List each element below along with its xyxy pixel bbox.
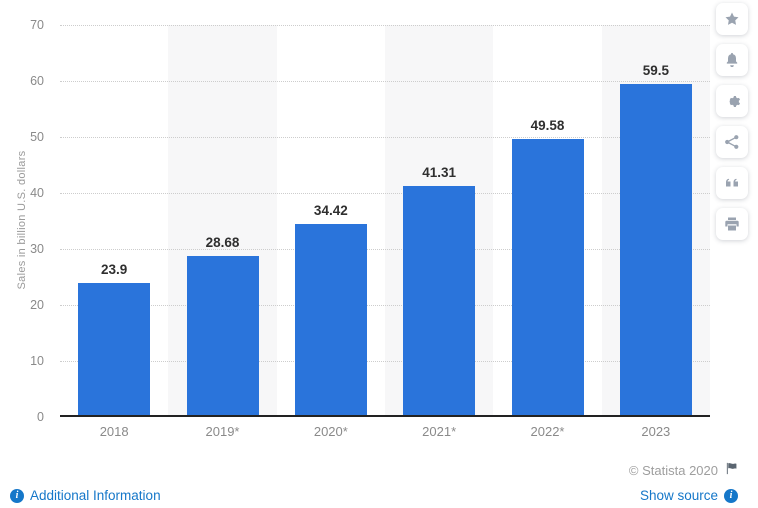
y-tick-label: 50: [30, 130, 44, 144]
y-tick-label: 20: [30, 298, 44, 312]
x-axis: 2018 2019* 2020* 2021* 2022* 2023: [60, 424, 710, 444]
x-axis-baseline: [60, 415, 710, 417]
x-axis-label: 2022*: [530, 424, 565, 439]
flag-icon: [725, 462, 738, 478]
bar[interactable]: [294, 224, 367, 417]
x-axis-label: 2021*: [422, 424, 457, 439]
gridline: [60, 361, 710, 362]
y-tick-label: 30: [30, 242, 44, 256]
gear-icon: [724, 93, 741, 110]
bar[interactable]: [78, 283, 151, 417]
bar-value-label: 49.58: [530, 118, 565, 134]
settings-button[interactable]: [716, 85, 748, 117]
print-button[interactable]: [716, 208, 748, 240]
y-tick-label: 0: [37, 410, 44, 424]
gridline: [60, 137, 710, 138]
gridline: [60, 81, 710, 82]
gridline: [60, 249, 710, 250]
gridline: [60, 305, 710, 306]
bar-value-label: 34.42: [313, 203, 348, 219]
info-icon: i: [10, 488, 24, 503]
plot-area: 23.9 28.68 34.42 41.31 49.58 59.5: [60, 25, 710, 417]
share-icon: [724, 134, 740, 150]
bar[interactable]: [403, 185, 476, 417]
y-tick-label: 60: [30, 74, 44, 88]
show-source-link[interactable]: Show source i: [640, 488, 738, 503]
star-icon: [724, 11, 740, 27]
show-source-label: Show source: [639, 488, 718, 503]
info-icon: i: [724, 488, 738, 503]
quote-icon: [724, 175, 740, 191]
x-axis-label: 2023: [641, 424, 671, 439]
y-tick-label: 70: [30, 18, 44, 32]
additional-information-label: Additional Information: [30, 488, 161, 503]
favorite-button[interactable]: [716, 3, 748, 35]
bar[interactable]: [619, 83, 692, 417]
bar-value-label: 28.68: [205, 235, 240, 251]
bar[interactable]: [511, 139, 584, 417]
bar[interactable]: [186, 256, 259, 417]
bell-icon: [724, 52, 740, 68]
y-tick-label: 10: [30, 354, 44, 368]
copyright-text: © Statista 2020: [628, 462, 718, 478]
x-axis-label: 2018: [99, 424, 129, 439]
share-button[interactable]: [716, 126, 748, 158]
x-axis-label: 2020*: [313, 424, 348, 439]
notifications-button[interactable]: [716, 44, 748, 76]
printer-icon: [724, 216, 740, 232]
bar-value-label: 41.31: [422, 164, 457, 180]
x-axis-label: 2019*: [205, 424, 240, 439]
cite-button[interactable]: [716, 167, 748, 199]
copyright-notice: © Statista 2020: [629, 462, 738, 478]
additional-information-link[interactable]: i Additional Information: [10, 488, 161, 503]
chart-toolbar: [716, 3, 748, 240]
bar-value-label: 23.9: [101, 262, 128, 278]
gridline: [60, 193, 710, 194]
bar-value-label: 59.5: [642, 62, 669, 78]
y-tick-label: 40: [30, 186, 44, 200]
gridline: [60, 25, 710, 26]
y-axis: 0 10 20 30 40 50 60 70: [0, 18, 52, 424]
